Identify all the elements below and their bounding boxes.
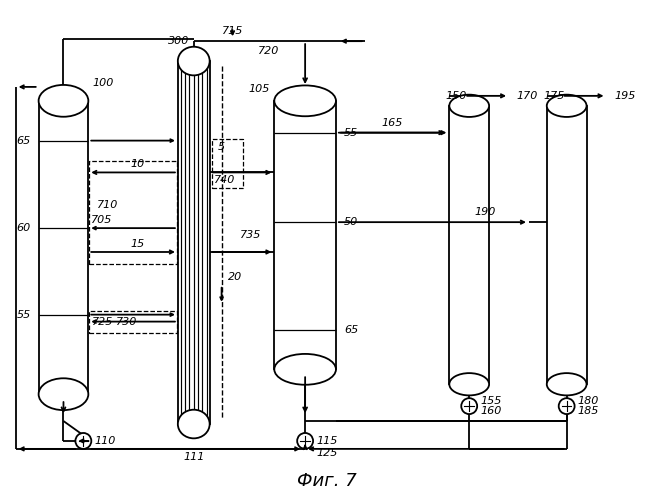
Text: 725: 725 [92,316,114,326]
Text: 15: 15 [131,239,145,249]
Text: 50: 50 [344,217,358,227]
Text: 185: 185 [578,406,599,416]
Text: 105: 105 [249,84,271,94]
Text: 705: 705 [91,215,113,225]
Circle shape [461,398,477,414]
Text: 740: 740 [214,176,235,186]
Text: 110: 110 [94,436,116,446]
Text: 65: 65 [16,136,31,145]
Ellipse shape [39,85,88,116]
Ellipse shape [547,373,587,396]
Circle shape [559,398,574,414]
Ellipse shape [274,354,336,384]
Bar [89,310,177,332]
Text: 55: 55 [16,310,31,320]
Text: 720: 720 [258,46,280,56]
Text: 65: 65 [344,324,358,334]
Text: 115: 115 [316,436,337,446]
Ellipse shape [274,86,336,116]
Text: 5: 5 [217,142,225,152]
Bar [212,138,244,188]
Text: Фиг. 7: Фиг. 7 [297,472,357,490]
Text: 155: 155 [480,396,502,406]
Bar [89,160,177,264]
Text: 165: 165 [382,118,403,128]
Text: 715: 715 [222,26,243,36]
Text: 55: 55 [344,128,358,138]
Text: 735: 735 [240,230,261,240]
Text: 190: 190 [474,207,496,217]
Ellipse shape [178,410,210,438]
Text: 160: 160 [480,406,502,416]
Text: 300: 300 [168,36,190,46]
Text: 125: 125 [316,448,337,458]
Ellipse shape [39,378,88,410]
Circle shape [75,433,91,449]
Text: 10: 10 [131,160,145,170]
Text: 730: 730 [116,316,138,326]
Ellipse shape [449,373,489,396]
Text: 175: 175 [543,91,565,101]
Ellipse shape [449,94,489,117]
Text: 60: 60 [16,223,31,233]
Text: 710: 710 [98,200,119,210]
Circle shape [297,433,313,449]
Text: 111: 111 [183,452,205,462]
Text: 100: 100 [92,78,114,88]
Text: 150: 150 [446,91,467,101]
Ellipse shape [547,94,587,117]
Text: 20: 20 [227,272,242,282]
Text: 170: 170 [517,91,538,101]
Ellipse shape [178,46,210,76]
Text: 180: 180 [578,396,599,406]
Text: 195: 195 [614,91,636,101]
